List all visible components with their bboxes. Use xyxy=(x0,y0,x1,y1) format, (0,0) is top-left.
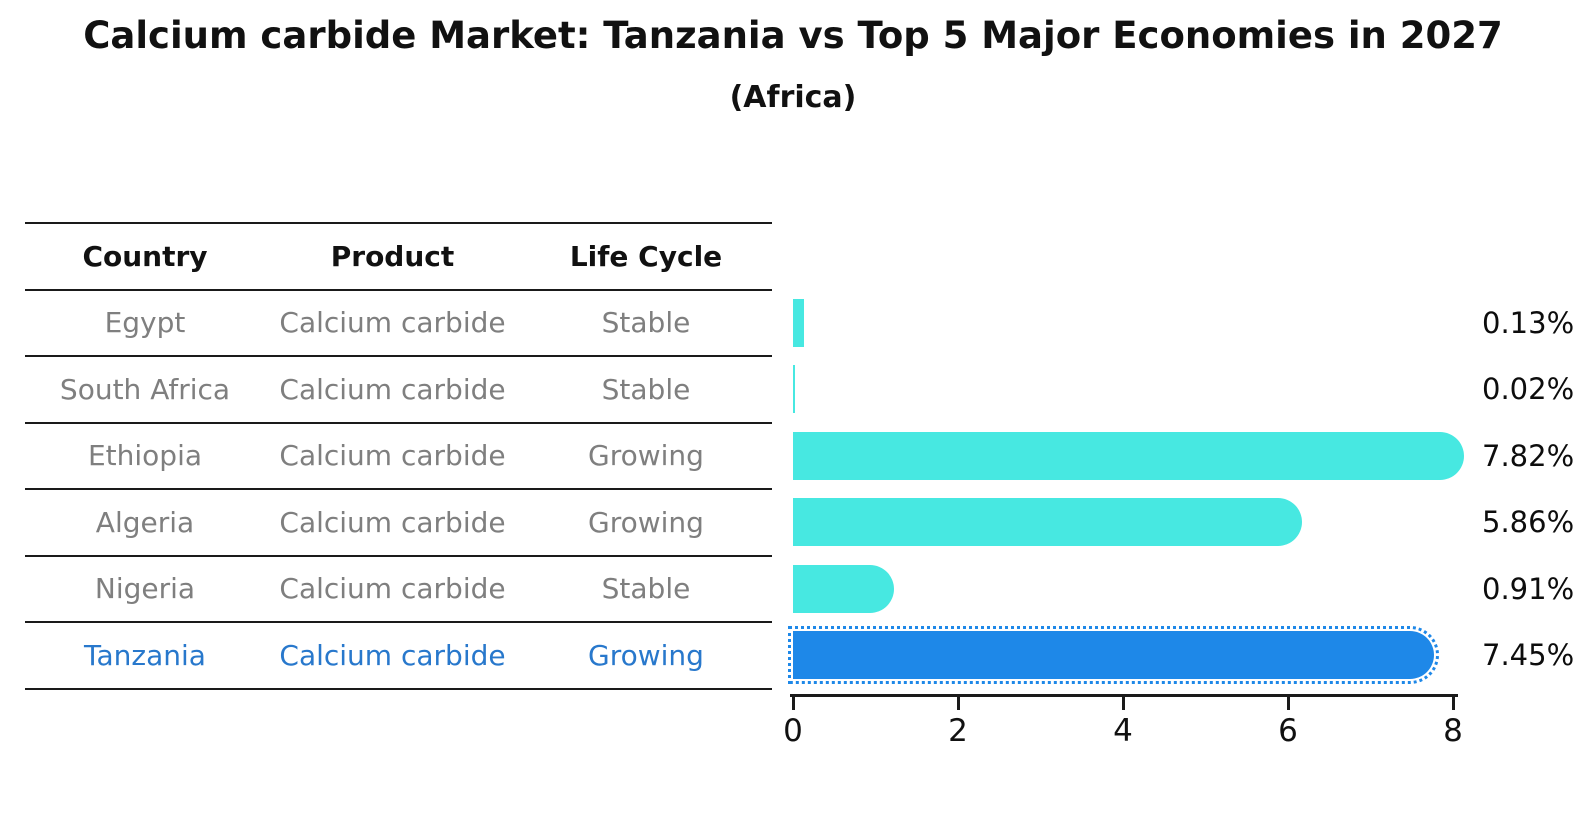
value-label: 7.45% xyxy=(1482,638,1575,673)
x-tick-label: 8 xyxy=(1443,713,1463,749)
x-tick xyxy=(956,697,960,710)
value-label: 5.86% xyxy=(1482,505,1575,540)
table-rule xyxy=(25,554,772,557)
chart-subtitle: (Africa) xyxy=(729,80,857,115)
table-cell-country: South Africa xyxy=(59,372,231,406)
table-rule xyxy=(25,421,772,424)
table-cell-country: Algeria xyxy=(95,505,195,539)
table-header-product: Product xyxy=(330,239,455,273)
x-tick xyxy=(1451,697,1455,710)
table-cell-country: Egypt xyxy=(104,306,186,340)
bar xyxy=(793,498,1303,547)
value-label: 0.02% xyxy=(1482,372,1575,407)
x-tick-label: 6 xyxy=(1278,713,1298,749)
table-cell-product: Calcium carbide xyxy=(279,306,506,340)
table-cell-life-cycle: Stable xyxy=(601,372,691,406)
bar xyxy=(793,298,804,347)
x-tick-label: 4 xyxy=(1113,713,1133,749)
bar xyxy=(793,431,1465,480)
table-cell-life-cycle: Growing xyxy=(588,505,704,539)
table-cell-life-cycle: Stable xyxy=(601,572,691,606)
table-cell-product: Calcium carbide xyxy=(279,372,506,406)
table-cell-life-cycle: Stable xyxy=(601,306,691,340)
x-tick xyxy=(1121,697,1125,710)
table-rule xyxy=(25,687,772,690)
table-rule xyxy=(25,288,772,291)
table-cell-life-cycle: Growing xyxy=(588,439,704,473)
x-tick xyxy=(791,697,795,710)
table-cell-product: Calcium carbide xyxy=(279,505,506,539)
table-header-country: Country xyxy=(82,239,208,273)
table-rule xyxy=(25,355,772,357)
table-cell-country: Nigeria xyxy=(94,572,196,606)
table-cell-product: Calcium carbide xyxy=(279,638,506,672)
table-rule xyxy=(25,621,772,623)
table-rule xyxy=(25,222,772,224)
table-header-life-cycle: Life Cycle xyxy=(569,239,723,273)
table-cell-life-cycle: Growing xyxy=(588,638,704,672)
x-axis-line xyxy=(790,694,1458,697)
table-cell-product: Calcium carbide xyxy=(279,439,506,473)
value-label: 0.91% xyxy=(1482,571,1575,606)
table-cell-product: Calcium carbide xyxy=(279,572,506,606)
chart-title: Calcium carbide Market: Tanzania vs Top … xyxy=(83,14,1503,57)
x-tick xyxy=(1286,697,1290,710)
bar xyxy=(793,564,895,613)
bar-tanzania xyxy=(788,626,1439,685)
value-label: 0.13% xyxy=(1482,305,1575,340)
table-cell-country: Ethiopia xyxy=(87,439,203,473)
bar xyxy=(793,365,795,414)
x-tick-label: 2 xyxy=(948,713,968,749)
x-tick-label: 0 xyxy=(783,713,803,749)
table-cell-country: Tanzania xyxy=(84,638,206,672)
value-label: 7.82% xyxy=(1482,438,1575,473)
table-rule xyxy=(25,488,772,490)
